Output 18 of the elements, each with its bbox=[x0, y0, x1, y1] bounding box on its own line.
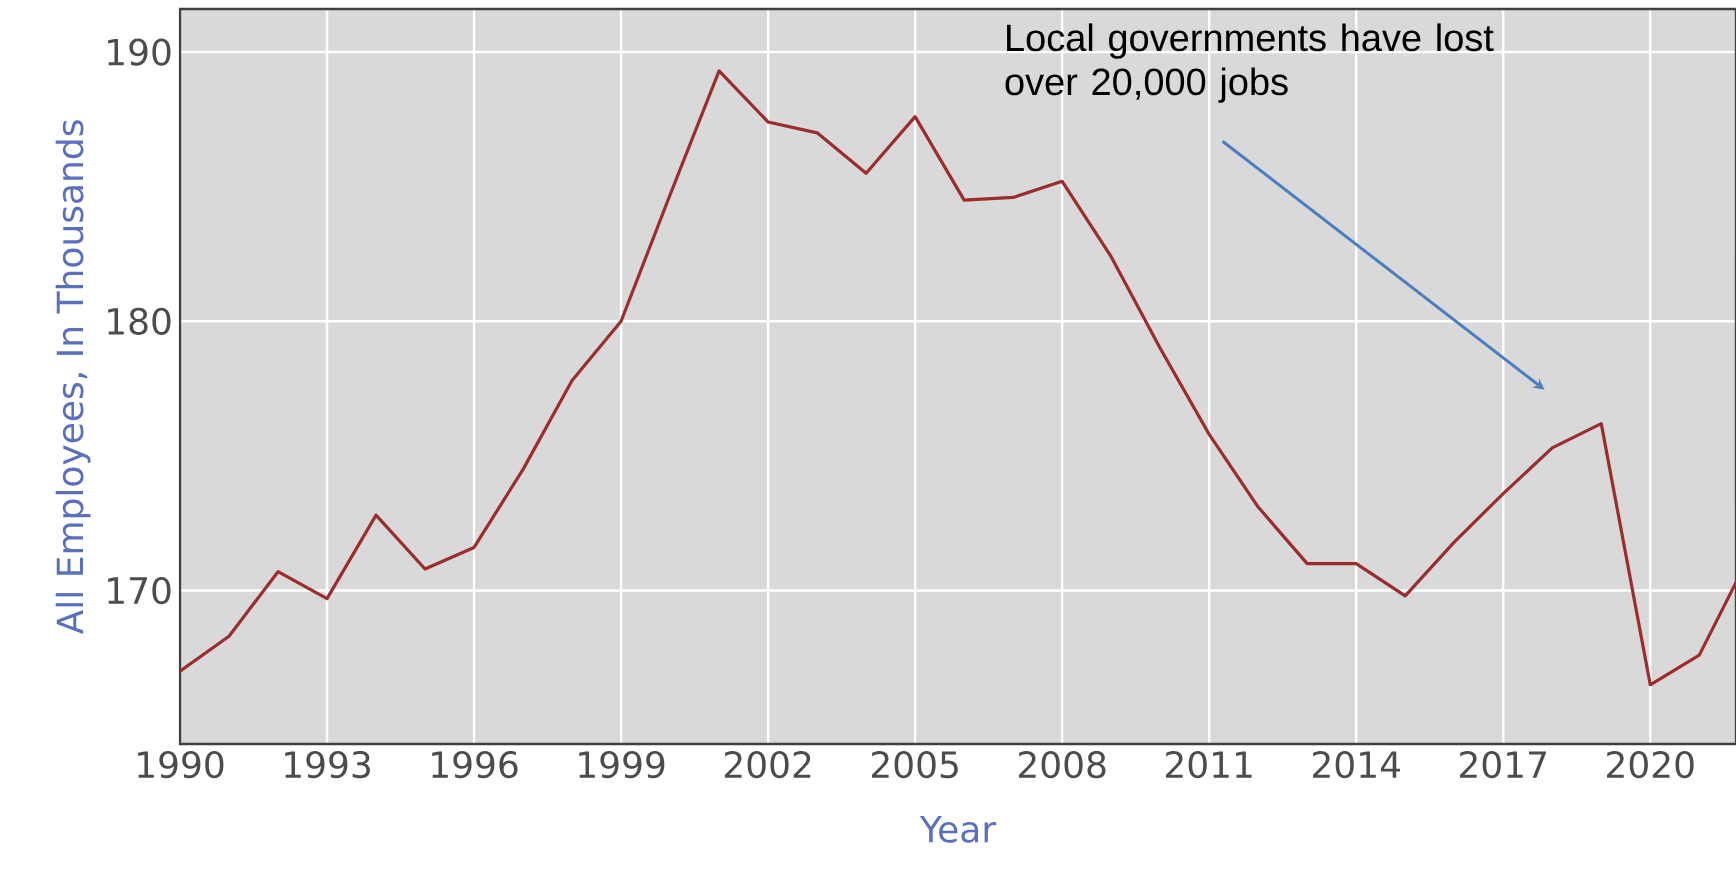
line-series bbox=[180, 69, 1736, 687]
x-tick-label: 2011 bbox=[1166, 751, 1252, 779]
y-axis-title: All Employees, In Thousands bbox=[55, 120, 91, 635]
y-tick-label: 190 bbox=[108, 38, 171, 66]
annotation: Local governments have lost over 20,000 jobs bbox=[1005, 23, 1494, 103]
x-tick-label: 2020 bbox=[1607, 751, 1694, 779]
x-tick-label: 2008 bbox=[1018, 751, 1106, 779]
x-axis-title: Year bbox=[919, 816, 997, 843]
x-tick-label: 2014 bbox=[1313, 751, 1400, 779]
x-tick-label: 1996 bbox=[432, 751, 518, 779]
x-tick-label: 1999 bbox=[579, 751, 665, 779]
x-tick-label: 1993 bbox=[285, 751, 370, 779]
y-tick-label: 180 bbox=[108, 307, 171, 335]
y-tick-label: 170 bbox=[108, 576, 171, 605]
x-tick-label: 2017 bbox=[1460, 751, 1546, 779]
x-tick-label: 1990 bbox=[138, 751, 224, 779]
x-tick-label: 2005 bbox=[871, 751, 958, 779]
x-tick-label: 2002 bbox=[724, 751, 811, 779]
